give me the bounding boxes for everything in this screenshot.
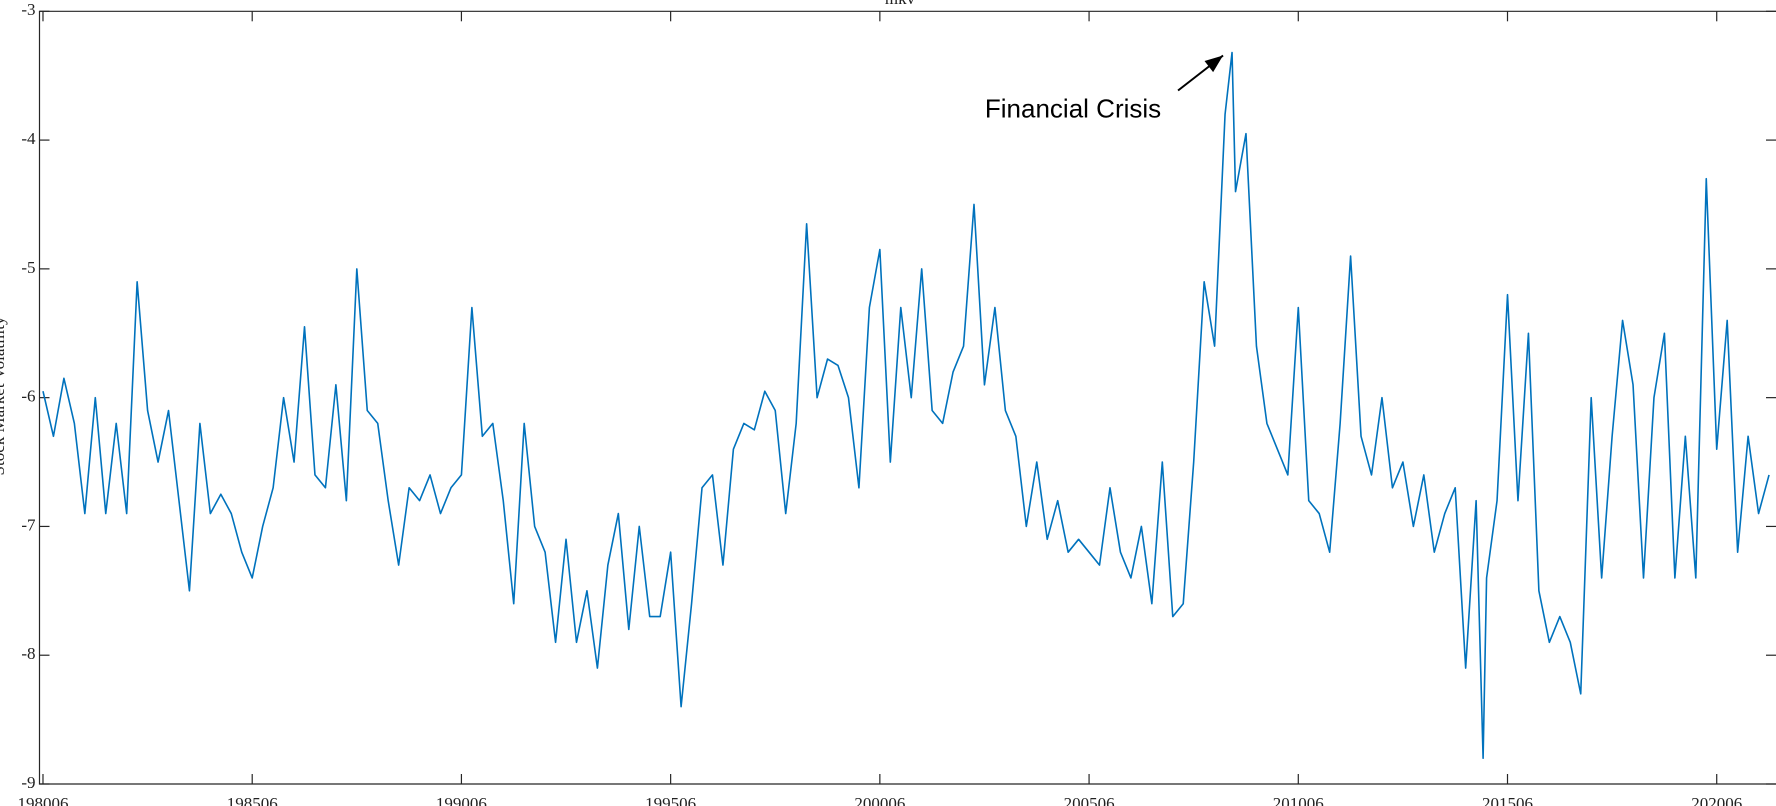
x-tick-label: 199506 (645, 794, 696, 806)
annotation-arrowhead (1204, 55, 1224, 73)
y-tick-label: -9 (21, 773, 35, 792)
annotation-text: Financial Crisis (985, 93, 1161, 123)
x-tick-label: 198506 (227, 794, 278, 806)
x-tick-label: 201006 (1273, 794, 1324, 806)
x-tick-label: 201506 (1482, 794, 1533, 806)
x-tick-label: 198006 (17, 794, 68, 806)
chart-title: mkv (885, 0, 916, 8)
axis-box (38, 10, 1776, 785)
x-tick-label: 200006 (854, 794, 905, 806)
x-tick-label: 202006 (1691, 794, 1742, 806)
y-axis-label: Stock Market Volatility (0, 316, 8, 475)
y-tick-label: -8 (21, 644, 35, 663)
data-line (42, 51, 1770, 760)
y-tick-label: -3 (21, 0, 35, 19)
x-tick-label: 200506 (1064, 794, 1115, 806)
y-tick-label: -7 (21, 515, 36, 534)
y-tick-label: -6 (21, 387, 35, 406)
y-tick-label: -4 (21, 129, 36, 148)
y-tick-label: -5 (21, 258, 35, 277)
x-tick-label: 199006 (436, 794, 487, 806)
